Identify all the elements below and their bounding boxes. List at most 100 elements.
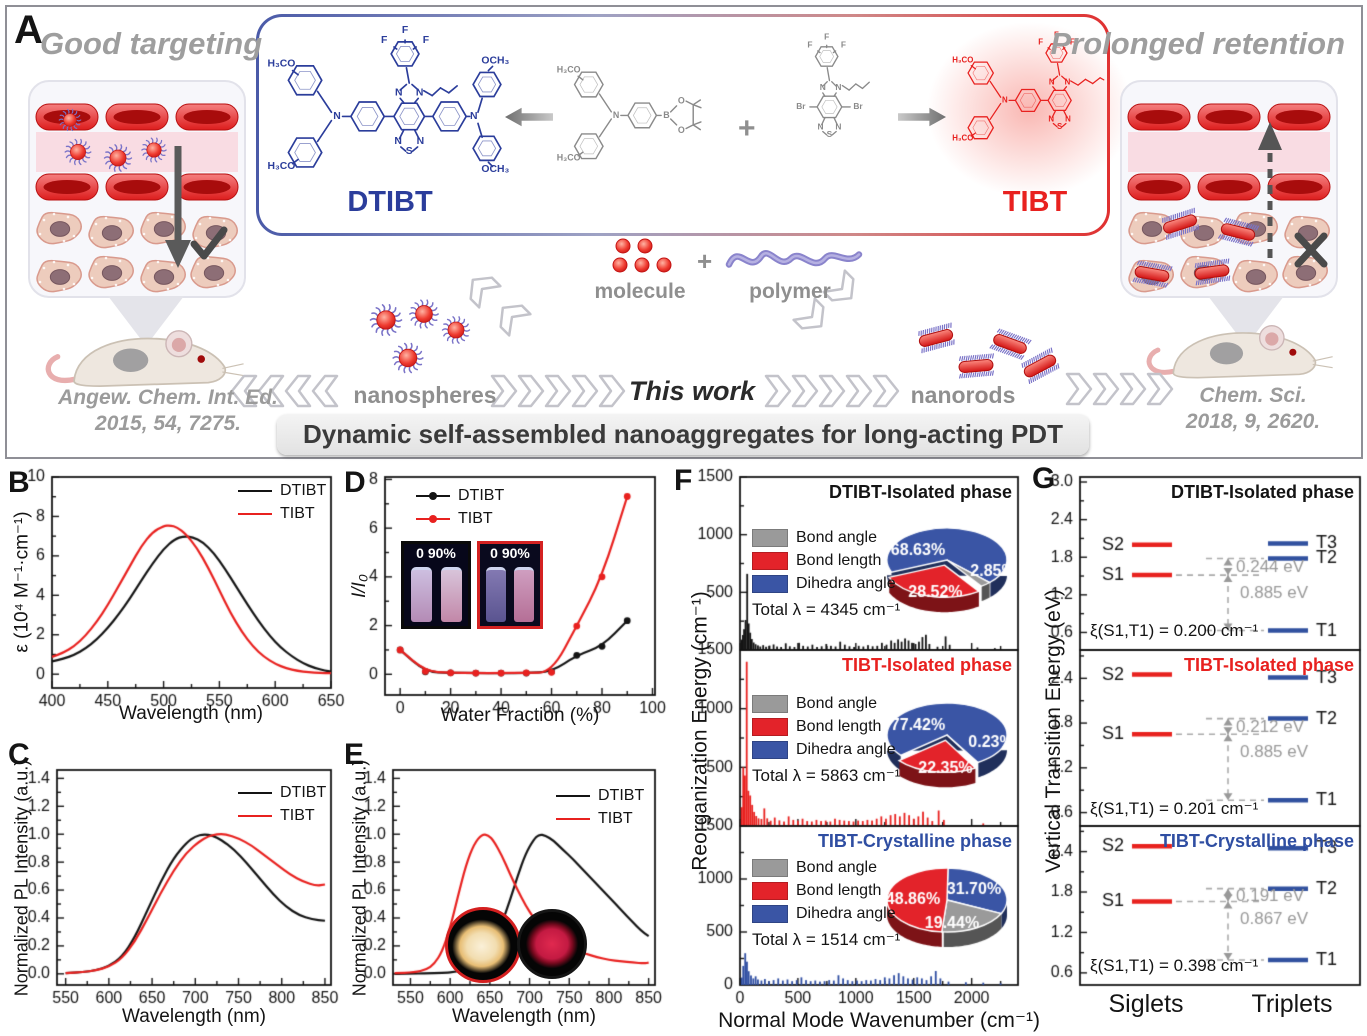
tibt-red-glow bbox=[927, 22, 1132, 197]
uv-photo-tibt: 0 90% bbox=[477, 541, 543, 629]
nanorod-icon bbox=[989, 328, 1032, 360]
legend-item: TIBT bbox=[238, 806, 326, 826]
legend-line-black bbox=[238, 792, 272, 794]
benzene-ring bbox=[627, 102, 658, 129]
panel-label-c: C bbox=[8, 738, 30, 771]
atom-label: S bbox=[406, 146, 413, 157]
legend-item: Bond length bbox=[752, 551, 900, 571]
legend-text: TIBT bbox=[598, 810, 633, 827]
axis-cat-siglets: Siglets bbox=[1108, 990, 1184, 1018]
bond bbox=[447, 85, 458, 94]
nanosphere-icon bbox=[141, 137, 167, 163]
reference-left-line2: 2015, 54, 7275. bbox=[95, 412, 241, 435]
legend-text: TIBT bbox=[280, 807, 315, 824]
bond bbox=[1084, 78, 1094, 85]
mouse-tail bbox=[45, 354, 78, 384]
chevron-icon bbox=[517, 374, 545, 408]
photo-label: 0 90% bbox=[416, 545, 456, 561]
blood-vessel-icon bbox=[1127, 103, 1191, 131]
bond bbox=[411, 83, 420, 91]
legend-item: Dihedra angle bbox=[752, 904, 900, 924]
blood-vessel-icon bbox=[1267, 103, 1331, 131]
benzene-inner bbox=[399, 107, 420, 126]
axis-title-f-x: Normal Mode Wavenumber (cm⁻¹) bbox=[718, 1009, 1040, 1032]
cell-icon bbox=[36, 259, 82, 293]
bond bbox=[1099, 77, 1105, 81]
legend-f3: Bond angle Bond length Dihedra angle Tot… bbox=[752, 858, 900, 950]
bond bbox=[669, 118, 678, 126]
chevron-icon bbox=[792, 297, 825, 330]
legend-swatch-red bbox=[752, 882, 788, 900]
legend-swatch-red bbox=[752, 718, 788, 736]
bond bbox=[399, 83, 408, 91]
atom-label: F bbox=[423, 35, 429, 46]
legend-item: Bond angle bbox=[752, 858, 900, 878]
up-arrowhead bbox=[1258, 122, 1282, 150]
panel-label-d: D bbox=[344, 466, 366, 499]
legend-line-black bbox=[238, 490, 272, 492]
bond bbox=[1056, 62, 1061, 76]
atom-label: N bbox=[416, 88, 424, 99]
chevron-icon bbox=[764, 374, 792, 408]
chevron-icon bbox=[791, 374, 819, 408]
benzene-ring bbox=[390, 41, 420, 67]
cell-icon bbox=[140, 259, 186, 293]
benzene-ring bbox=[967, 116, 995, 140]
atom-label: S bbox=[827, 129, 833, 139]
mouse-whisker bbox=[1312, 363, 1333, 369]
atom-label: N bbox=[333, 111, 341, 122]
benzene-ring bbox=[472, 71, 502, 98]
banner-title: Dynamic self-assembled nanoaggregates fo… bbox=[277, 414, 1089, 455]
boronate-reactant-structure: H₃CO H₃CO N BO O bbox=[557, 65, 702, 162]
axis-title-b-y: ε (10⁴ M⁻¹·cm⁻¹) bbox=[11, 511, 33, 653]
plus-sign-reactants: + bbox=[738, 112, 756, 145]
atom-label: F bbox=[381, 35, 387, 46]
plus-sign-assembly: + bbox=[697, 246, 713, 276]
legend-item: Dihedra angle bbox=[752, 740, 900, 760]
legend-swatch-gray bbox=[752, 859, 788, 877]
atom-label: H₃CO bbox=[557, 152, 581, 162]
reference-right-line2: 2018, 9, 2620. bbox=[1185, 410, 1321, 433]
atom-label: F bbox=[1038, 38, 1043, 47]
mouse-whisker bbox=[222, 363, 244, 370]
benzene-ring bbox=[1045, 43, 1068, 63]
chevron-icon bbox=[469, 276, 502, 309]
nanorod-icon bbox=[1021, 347, 1060, 385]
bond bbox=[685, 124, 694, 130]
benzene-inner bbox=[395, 46, 415, 62]
bond bbox=[399, 97, 405, 104]
bond bbox=[822, 81, 828, 87]
g3-soc: ξ(S1,T1) = 0.398 cm⁻¹ bbox=[1090, 956, 1259, 975]
atom-label: N bbox=[835, 82, 841, 92]
chevron-icon bbox=[230, 374, 258, 408]
mouse-whisker bbox=[1312, 356, 1333, 362]
legend-text: Bond length bbox=[796, 882, 882, 899]
legend-text: DTIBT bbox=[280, 784, 327, 801]
legend-text: TIBT bbox=[280, 505, 315, 522]
molecule-dot bbox=[615, 238, 631, 254]
cell-icon bbox=[88, 215, 134, 249]
axis-title-e-x: Wavelength (nm) bbox=[452, 1006, 596, 1027]
mouse-inner-ear bbox=[171, 337, 186, 352]
arrow-left-icon bbox=[505, 107, 553, 127]
legend-line-red bbox=[416, 515, 450, 523]
nanospheres-label: nanospheres bbox=[353, 382, 497, 408]
bond bbox=[1052, 86, 1057, 91]
atom-label: H₃CO bbox=[952, 133, 973, 142]
atom-label: N bbox=[1002, 95, 1008, 104]
g1-title: DTIBT-Isolated phase bbox=[1170, 482, 1354, 502]
legend-item: TIBT bbox=[238, 504, 326, 524]
benzene-inner bbox=[477, 76, 497, 93]
legend-line-black bbox=[556, 795, 590, 797]
benzene-ring bbox=[431, 101, 468, 132]
vial bbox=[486, 567, 506, 622]
legend-d: DTIBT TIBT bbox=[416, 486, 504, 529]
axis-title-f-y: Reorganization Energy (cm⁻¹) bbox=[688, 591, 712, 871]
atom-label: S bbox=[1057, 122, 1062, 131]
panel-label-g: G bbox=[1032, 462, 1056, 495]
bond bbox=[822, 92, 826, 97]
bond bbox=[989, 80, 1002, 98]
legend-item: DTIBT bbox=[238, 481, 326, 501]
bond bbox=[822, 130, 828, 136]
